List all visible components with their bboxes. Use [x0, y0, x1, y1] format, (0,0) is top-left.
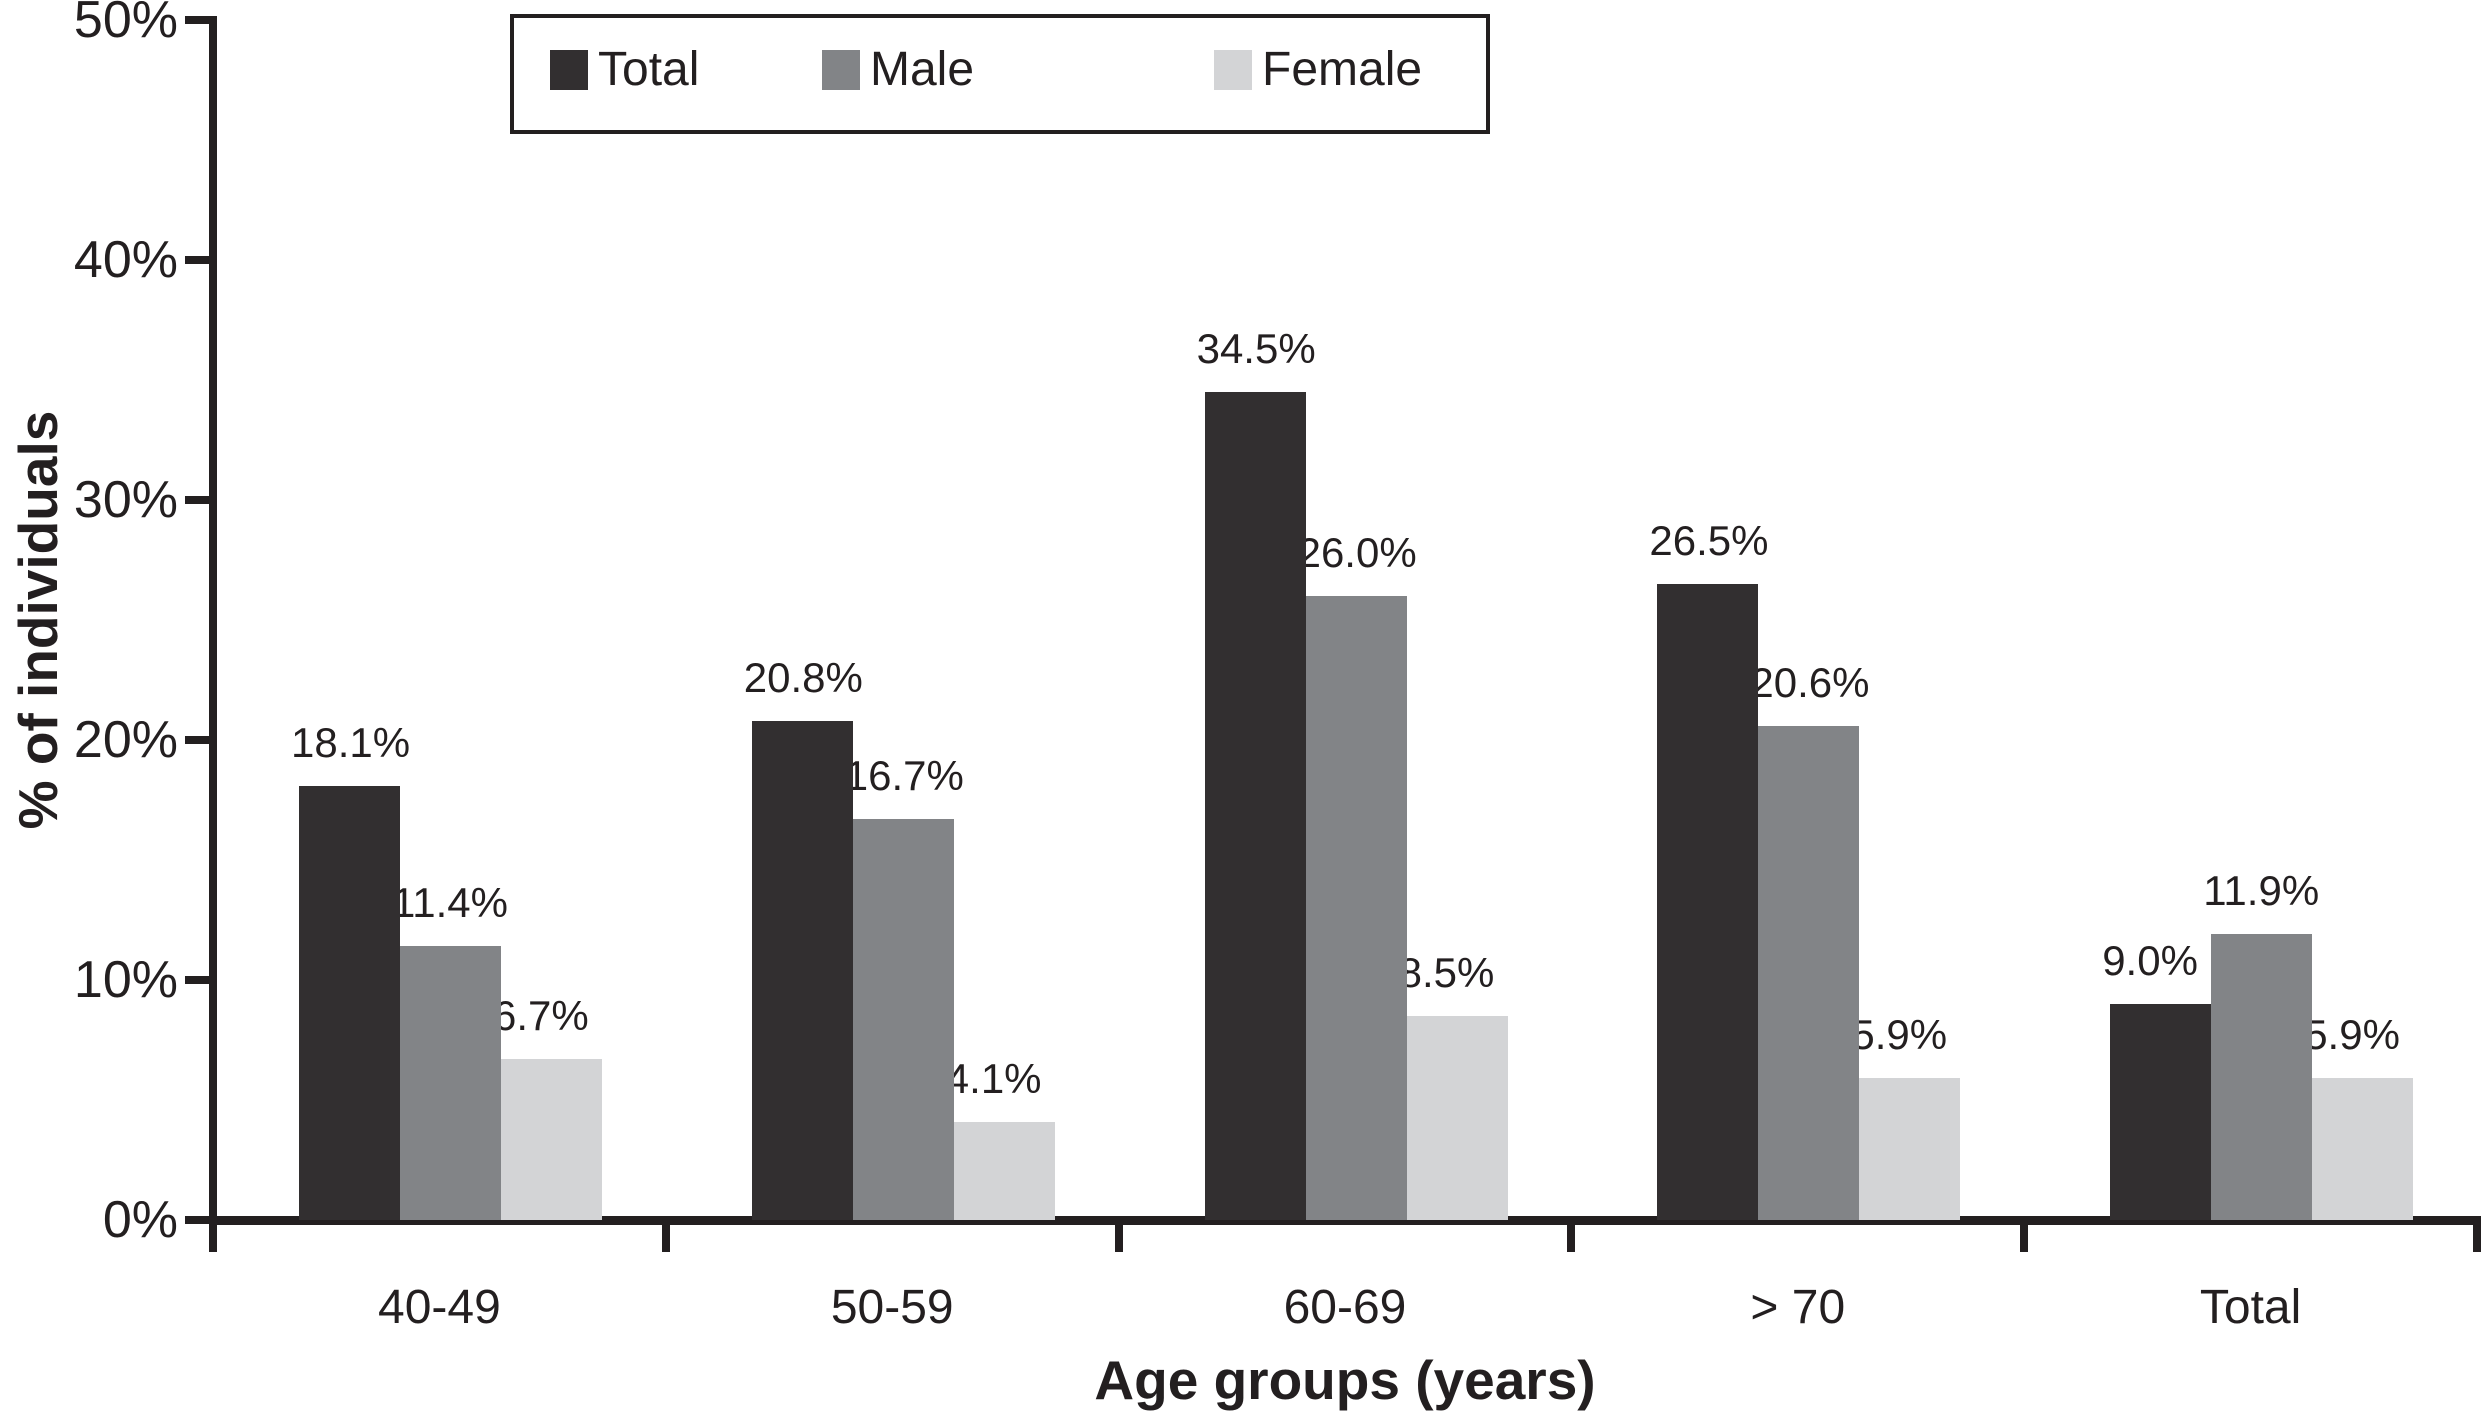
x-axis-line [209, 1216, 2481, 1225]
bar-value-label: 11.4% [392, 879, 508, 927]
bar-value-label: 4.1% [945, 1054, 1042, 1102]
y-tick-label: 0% [102, 1191, 178, 1249]
bar-value-label: 16.7% [844, 752, 964, 800]
legend-swatch-male [822, 50, 860, 90]
bar-value-label: 26.5% [1649, 517, 1769, 564]
bar-value-label: 8.5% [1398, 949, 1495, 996]
bar-male-4 [2211, 934, 2313, 1220]
x-category-label: 40-49 [378, 1281, 501, 1334]
y-tick-label: 30% [73, 471, 178, 529]
bar-value-label: 20.6% [1750, 658, 1870, 706]
x-tick [2020, 1220, 2029, 1252]
x-tick [2473, 1220, 2481, 1252]
bar-female-1 [953, 1121, 1055, 1220]
bar-total-2 [1204, 392, 1306, 1220]
x-tick [1114, 1220, 1123, 1252]
x-tick [209, 1220, 217, 1252]
y-tick-label: 40% [73, 231, 178, 289]
y-tick [185, 976, 213, 984]
bar-male-3 [1758, 725, 1860, 1220]
y-tick-label: 10% [73, 951, 178, 1009]
y-tick [185, 256, 213, 264]
legend-swatch-total [550, 50, 588, 90]
bar-total-0 [299, 785, 400, 1220]
bar-female-4 [2312, 1078, 2414, 1220]
legend-label: Female [1262, 43, 1423, 96]
bar-value-label: 5.9% [2304, 1011, 2400, 1059]
y-tick [185, 16, 213, 24]
legend-item-female: Female [1214, 18, 1422, 122]
x-tick [661, 1220, 670, 1252]
x-category-label: > 70 [1750, 1281, 1846, 1334]
legend-label: Total [598, 43, 700, 96]
bar-value-label: 5.9% [1851, 1011, 1948, 1059]
legend-swatch-female [1214, 50, 1252, 90]
bar-value-label: 18.1% [291, 718, 411, 766]
y-tick [185, 736, 213, 744]
bar-female-2 [1406, 1016, 1508, 1220]
bar-total-1 [751, 720, 853, 1220]
bar-female-3 [1859, 1078, 1961, 1220]
y-tick [185, 496, 213, 504]
bar-female-0 [501, 1059, 602, 1220]
bar-male-2 [1305, 596, 1407, 1220]
bar-value-label: 26.0% [1297, 529, 1417, 576]
y-tick-label: 20% [73, 711, 178, 769]
legend-item-total: Total [550, 18, 699, 122]
x-category-label: 50-59 [830, 1281, 954, 1334]
bar-male-1 [852, 819, 954, 1220]
bar-male-0 [400, 946, 501, 1220]
bar-value-label: 11.9% [2203, 867, 2320, 915]
y-axis-line [209, 16, 217, 1225]
bar-total-3 [1657, 584, 1759, 1220]
y-tick [185, 1216, 213, 1224]
bar-value-label: 6.7% [493, 992, 589, 1040]
bar-total-4 [2110, 1004, 2212, 1220]
bar-value-label: 9.0% [2102, 937, 2198, 984]
x-tick [1567, 1220, 1576, 1252]
x-axis-title: Age groups (years) [1094, 1349, 1596, 1411]
bar-value-label: 34.5% [1196, 325, 1316, 372]
x-category-label: 60-69 [1283, 1281, 1407, 1334]
y-tick-label: 50% [73, 0, 178, 49]
legend-item-male: Male [822, 18, 974, 122]
bar-value-label: 20.8% [743, 653, 863, 701]
legend: Total Male Female [510, 14, 1490, 134]
x-category-label: Total [2199, 1281, 2302, 1334]
legend-label: Male [870, 43, 975, 96]
